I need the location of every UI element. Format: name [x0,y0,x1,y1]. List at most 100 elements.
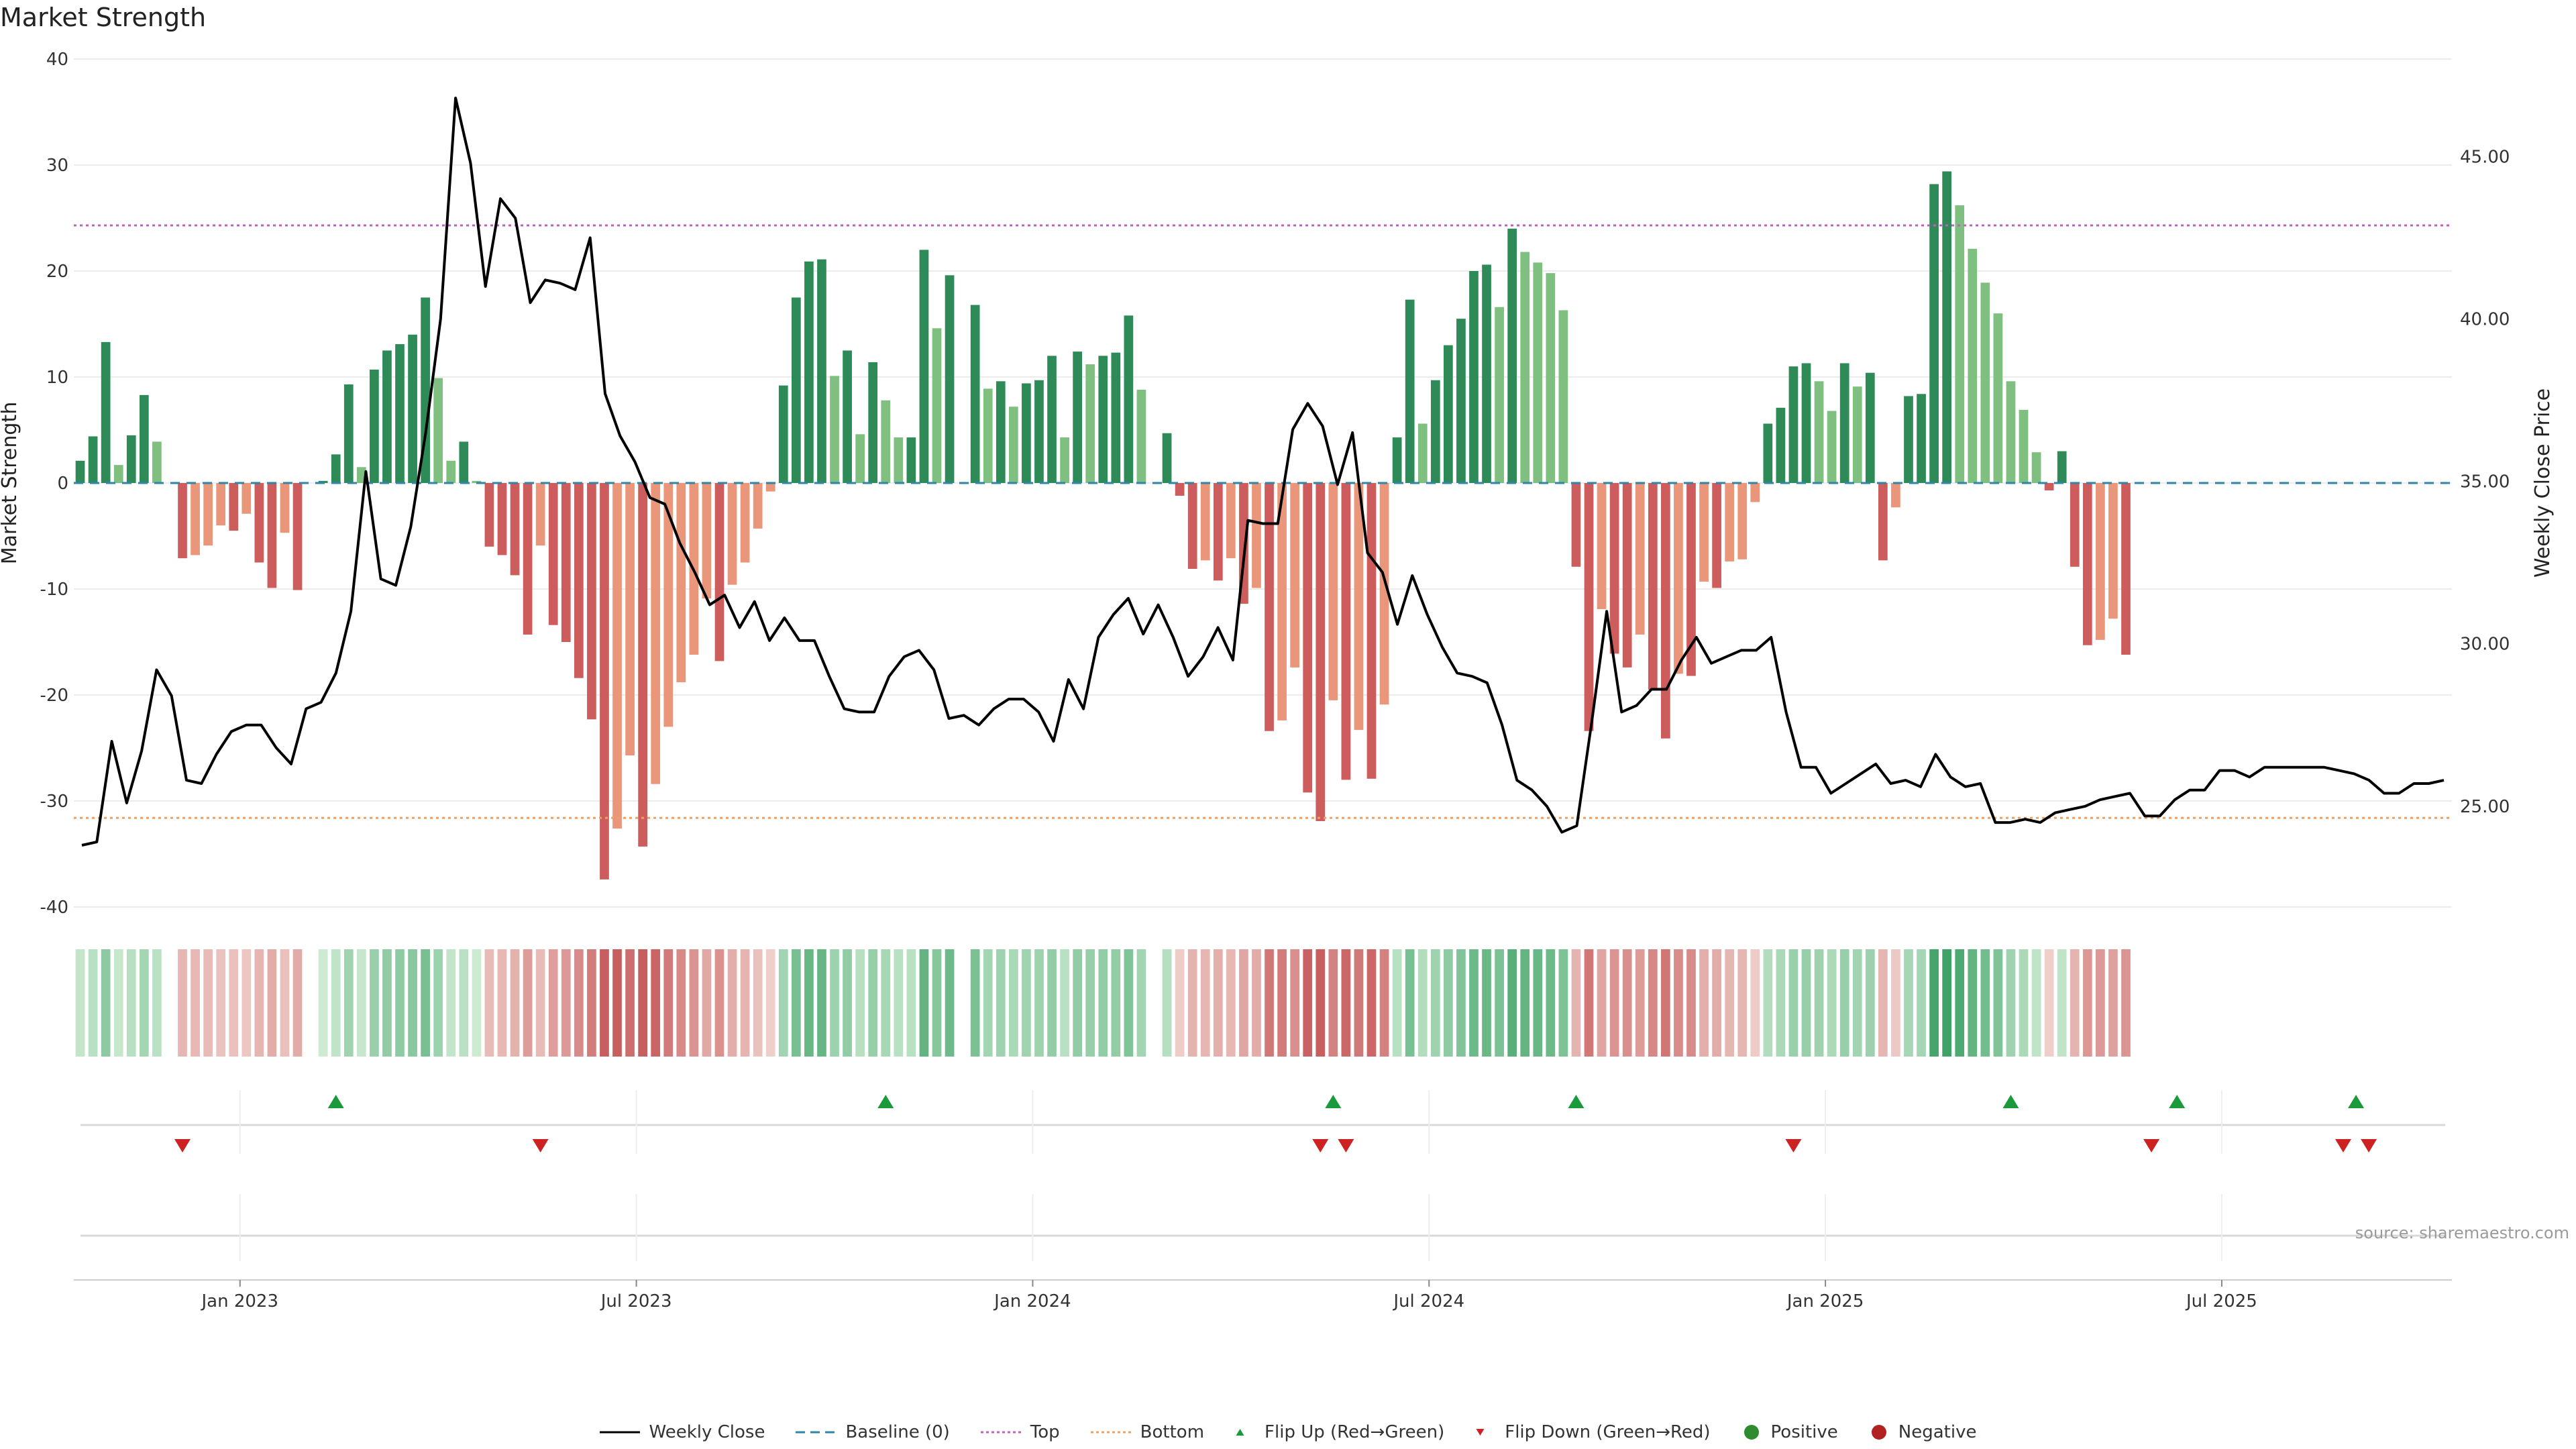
heat-cell [1571,949,1581,1057]
legend-label: Weekly Close [649,1422,765,1442]
x-tick-label: Jul 2024 [1392,1291,1464,1311]
strength-bar [1111,352,1121,483]
strength-bar [1034,380,1044,483]
strength-bar [868,362,878,483]
strength-bar [2070,483,2080,567]
strength-bar [1417,423,1428,483]
heat-cell [932,949,942,1057]
heat-cell [612,949,622,1057]
heat-cell [894,949,904,1057]
heat-cell [714,949,724,1057]
strength-bar [318,480,328,483]
heat-cell [1200,949,1210,1057]
heat-cell [1852,949,1862,1057]
x-tick-label: Jan 2023 [201,1291,279,1311]
heat-cell [1725,949,1735,1057]
heat-cell [331,949,341,1057]
heat-cell [983,949,993,1057]
heat-cell [1891,949,1900,1057]
strength-bar [1929,184,1939,483]
heat-cell [638,949,647,1057]
heat-cell [1533,949,1543,1057]
strength-bar [881,400,891,483]
strength-bar [1482,264,1491,483]
flip-down-marker [2361,1139,2377,1152]
heat-cell [1366,949,1377,1057]
heat-cell [1175,949,1185,1057]
strength-bar [370,369,379,483]
strength-bar [292,483,303,590]
strength-bar [1712,483,1721,588]
strength-bar [139,394,149,483]
strength-bar [1917,394,1926,483]
strength-bar [1187,483,1197,569]
strength-bar [1878,483,1888,561]
y-tick-label: 30 [46,156,68,176]
chart-title: Market Strength [0,3,207,32]
heat-cell [1507,949,1517,1057]
strength-bar [216,483,226,526]
strength-bar [267,483,277,588]
flip-up-marker [877,1095,894,1108]
strength-bar [101,341,111,483]
strength-bar [727,483,737,585]
heat-cell [970,949,980,1057]
legend: Weekly Close Baseline (0) Top Bottom Fli… [0,1422,2576,1442]
y-tick-label: 10 [46,368,68,388]
strength-bar [612,483,622,829]
heat-cell [1648,949,1658,1057]
strength-bar [241,483,252,514]
heat-cell [1904,949,1913,1057]
heat-cell [1456,949,1466,1057]
heat-cell [587,949,596,1057]
y-tick-label: 40 [46,50,68,70]
strength-bar [830,376,839,483]
heat-cell [727,949,737,1057]
strength-bar [395,344,405,483]
strength-bar [778,385,788,483]
strength-bar [919,250,929,483]
heat-cell [1187,949,1197,1057]
strength-bar [2006,381,2016,483]
y2-tick-label: 45.00 [2460,147,2510,167]
strength-bar [1085,364,1095,483]
heat-cell [1942,949,1952,1057]
y-tick-label: -10 [40,580,68,600]
heat-cell [356,949,366,1057]
strength-bar [2031,452,2041,483]
heat-cell [1111,949,1121,1057]
heat-cell [523,949,533,1057]
heat-cell [1226,949,1236,1057]
strength-bar [1008,407,1018,483]
strength-bar [1495,307,1504,483]
y2-tick-label: 25.00 [2460,797,2510,817]
heat-cell [1980,949,1990,1057]
heat-cell [817,949,826,1057]
y-axis-label: Market Strength [0,402,21,564]
strength-bar [1200,483,1210,561]
heat-cell [1495,949,1504,1057]
strength-bar [804,261,814,483]
heat-cell [1136,949,1146,1057]
strength-bar [740,483,750,563]
strength-bar [1801,363,1811,483]
strength-bar [1175,483,1185,496]
heat-cell [178,949,187,1057]
strength-bar [1597,483,1607,610]
strength-bar [1226,483,1236,559]
strength-bar [459,441,469,483]
strength-bar [753,483,763,529]
heat-cell [1801,949,1811,1057]
strength-bar [1546,273,1556,483]
heat-cell [1060,949,1069,1057]
flip-down-marker [2334,1139,2351,1152]
heat-cell [1405,949,1415,1057]
heat-cell [1955,949,1965,1057]
heat-cell [1098,949,1108,1057]
strength-bar [484,483,494,547]
heat-cell [1265,949,1274,1057]
legend-label: Positive [1770,1422,1838,1442]
heat-cell [1482,949,1491,1057]
strength-bar [1980,282,1990,483]
flip-up-marker [2348,1095,2365,1108]
